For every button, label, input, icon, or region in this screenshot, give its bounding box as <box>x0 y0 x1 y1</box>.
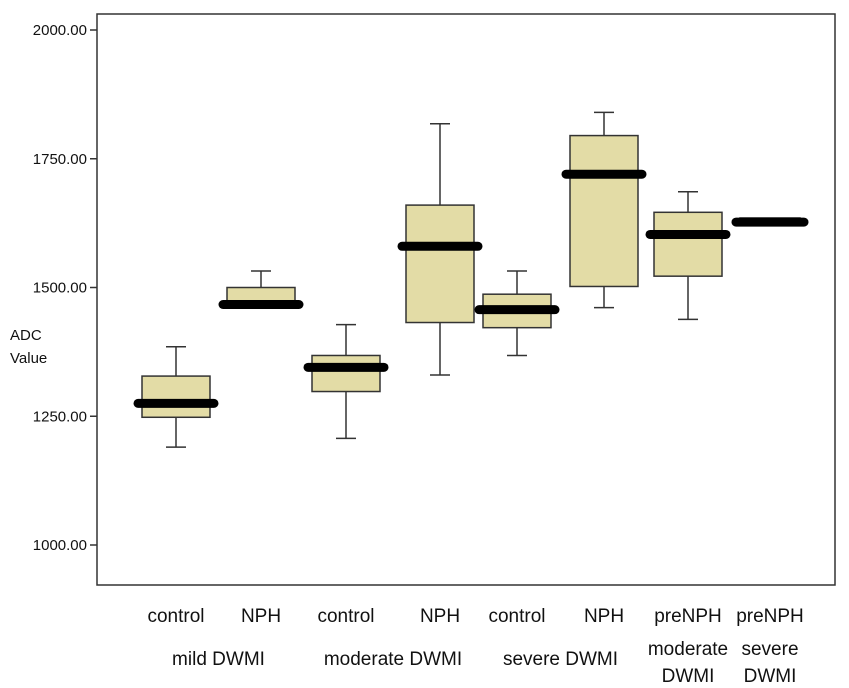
x-category-label-6: preNPH <box>654 606 722 627</box>
box-series <box>133 111 809 448</box>
x-category-label-2: control <box>317 606 374 627</box>
box-iqr <box>311 354 381 393</box>
x-group-label-2: severe DWMI <box>503 649 618 670</box>
x-group-label-3-line-0: moderate <box>648 639 728 660</box>
y-tick-label-2: 1500.00 <box>33 280 87 297</box>
y-axis-label-line-0: ADC <box>10 327 42 344</box>
box-0 <box>133 345 219 448</box>
box-7 <box>731 217 809 227</box>
y-tick-label-3: 1750.00 <box>33 151 87 168</box>
box-1 <box>218 270 304 309</box>
box-iqr <box>653 211 723 277</box>
x-category-label-0: control <box>147 606 204 627</box>
x-group-label-3-line-1: DWMI <box>662 666 715 687</box>
x-group-label-4-line-1: DWMI <box>744 666 797 687</box>
x-group-label-4-line-0: severe <box>741 639 798 660</box>
box-iqr <box>141 375 211 419</box>
y-tick-label-4: 2000.00 <box>33 22 87 39</box>
x-category-label-3: NPH <box>420 606 460 627</box>
x-category-label-5: NPH <box>584 606 624 627</box>
box-5 <box>561 111 647 309</box>
box-4 <box>474 270 560 357</box>
y-tick-label-1: 1250.00 <box>33 408 87 425</box>
x-group-label-1: moderate DWMI <box>324 649 462 670</box>
x-group-label-0: mild DWMI <box>172 649 265 670</box>
x-category-label-7: preNPH <box>736 606 804 627</box>
y-axis-label-line-1: Value <box>10 350 47 367</box>
y-tick-label-0: 1000.00 <box>33 537 87 554</box>
y-axis-label: ADC Value <box>10 327 47 367</box>
x-category-label-1: NPH <box>241 606 281 627</box>
box-3 <box>397 122 483 376</box>
x-category-label-4: control <box>488 606 545 627</box>
x-axis-labels: control NPH control NPH control NPH preNPH preN… <box>147 606 803 687</box>
box-6 <box>645 190 731 321</box>
box-iqr <box>569 134 639 288</box>
y-axis: 1000.00 1250.00 1500.00 1750.00 2000.00 <box>33 22 97 554</box>
box-iqr <box>405 204 475 324</box>
box-2 <box>303 323 389 440</box>
